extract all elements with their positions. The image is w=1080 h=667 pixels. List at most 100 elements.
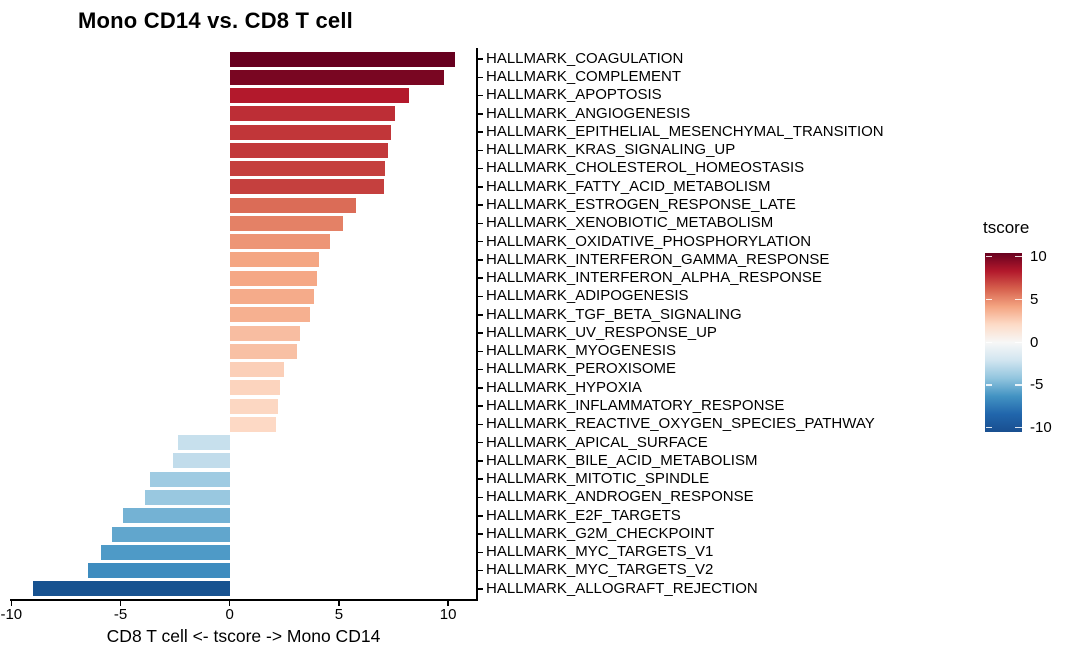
category-label: HALLMARK_INTERFERON_ALPHA_RESPONSE: [486, 269, 822, 287]
bar: [178, 435, 230, 451]
category-label: HALLMARK_BILE_ACID_METABOLISM: [486, 451, 758, 469]
bar: [111, 526, 230, 542]
category-label: HALLMARK_MYOGENESIS: [486, 342, 677, 360]
category-tick: [477, 368, 483, 371]
bar: [172, 453, 230, 469]
category-label: HALLMARK_TGF_BETA_SIGNALING: [486, 305, 742, 323]
category-tick: [477, 569, 483, 572]
category-label: HALLMARK_E2F_TARGETS: [486, 506, 681, 524]
category-tick: [477, 332, 483, 334]
category-tick: [477, 295, 483, 298]
bar: [87, 563, 230, 579]
bar: [229, 325, 300, 341]
bar: [149, 471, 230, 487]
bar: [229, 307, 311, 323]
category-label: HALLMARK_OXIDATIVE_PHOSPHORYLATION: [486, 232, 812, 250]
category-tick: [477, 551, 483, 554]
category-tick: [477, 350, 483, 353]
category-label: HALLMARK_ANDROGEN_RESPONSE: [486, 488, 754, 506]
category-label: HALLMARK_INTERFERON_GAMMA_RESPONSE: [486, 250, 830, 268]
bar: [229, 142, 389, 158]
x-tick: [338, 600, 340, 607]
category-label: HALLMARK_EPITHELIAL_MESENCHYMAL_TRANSITI…: [486, 122, 884, 140]
x-axis-line: [10, 599, 478, 601]
x-tick-label: -5: [113, 606, 128, 623]
category-tick: [477, 149, 483, 152]
category-tick: [477, 58, 483, 60]
x-tick-label: 10: [439, 606, 457, 623]
category-tick: [477, 515, 483, 517]
category-tick: [477, 259, 483, 261]
category-label: HALLMARK_PEROXISOME: [486, 360, 677, 378]
bar: [229, 197, 357, 213]
x-tick: [228, 600, 231, 607]
category-tick: [477, 387, 483, 389]
legend-tick: [1015, 384, 1022, 386]
category-label: HALLMARK_ANGIOGENESIS: [486, 104, 691, 122]
category-tick: [477, 423, 483, 426]
bar: [229, 343, 298, 359]
category-label: HALLMARK_MYC_TARGETS_V1: [486, 543, 714, 561]
category-tick: [477, 441, 483, 444]
category-label: HALLMARK_KRAS_SIGNALING_UP: [486, 141, 736, 159]
bar: [229, 289, 314, 304]
category-label: HALLMARK_XENOBIOTIC_METABOLISM: [486, 214, 774, 232]
bar: [144, 489, 230, 505]
bar: [229, 270, 318, 286]
category-label: HALLMARK_COMPLEMENT: [486, 68, 682, 86]
category-tick: [477, 533, 483, 535]
category-label: HALLMARK_MYC_TARGETS_V2: [486, 561, 714, 579]
chart-title: Mono CD14 vs. CD8 T cell: [78, 8, 353, 33]
bar: [229, 252, 320, 268]
bar: [229, 51, 455, 67]
bar: [100, 544, 230, 560]
bar: [229, 234, 331, 250]
x-tick-label: 5: [334, 606, 344, 623]
bar: [229, 69, 444, 85]
category-label: HALLMARK_REACTIVE_OXYGEN_SPECIES_PATHWAY: [486, 415, 875, 433]
category-tick: [477, 131, 483, 133]
category-label: HALLMARK_UV_RESPONSE_UP: [486, 323, 717, 341]
category-tick: [477, 405, 483, 407]
x-axis-label: CD8 T cell <- tscore -> Mono CD14: [106, 626, 381, 646]
category-tick: [477, 186, 483, 188]
legend-tick: [1015, 427, 1022, 429]
legend-tick-label: 10: [1030, 248, 1047, 266]
bar: [229, 106, 395, 122]
category-label: HALLMARK_ALLOGRAFT_REJECTION: [486, 579, 758, 597]
category-label: HALLMARK_MITOTIC_SPINDLE: [486, 470, 710, 488]
bar: [229, 416, 276, 432]
legend-tick-label: 5: [1030, 290, 1039, 308]
category-tick: [477, 277, 483, 279]
legend-tick: [985, 256, 992, 258]
category-label: HALLMARK_CHOLESTEROL_HOMEOSTASIS: [486, 159, 805, 177]
bar: [122, 508, 230, 524]
category-label: HALLMARK_G2M_CHECKPOINT: [486, 524, 715, 542]
bar: [229, 398, 278, 414]
bar: [229, 88, 409, 104]
legend-tick: [985, 341, 992, 343]
bar: [229, 362, 285, 378]
legend-tick: [985, 384, 992, 386]
x-tick-label: 0: [225, 606, 234, 623]
legend-tick-label: -10: [1030, 419, 1052, 437]
bar: [229, 124, 392, 140]
category-tick: [477, 204, 483, 206]
category-axis-line: [476, 48, 478, 601]
category-tick: [477, 167, 483, 170]
legend-tick: [1015, 256, 1022, 258]
legend-title: tscore: [983, 218, 1030, 237]
legend-tick: [1015, 341, 1022, 343]
category-tick: [477, 94, 483, 97]
category-label: HALLMARK_HYPOXIA: [486, 378, 642, 396]
bar: [229, 380, 280, 396]
legend-tick: [985, 298, 992, 301]
category-label: HALLMARK_FATTY_ACID_METABOLISM: [486, 177, 771, 195]
x-tick-label: -10: [0, 606, 23, 623]
category-tick: [477, 460, 483, 462]
category-label: HALLMARK_COAGULATION: [486, 49, 684, 67]
legend-tick: [985, 427, 992, 429]
legend-tick: [1015, 298, 1022, 301]
bar: [229, 215, 344, 231]
